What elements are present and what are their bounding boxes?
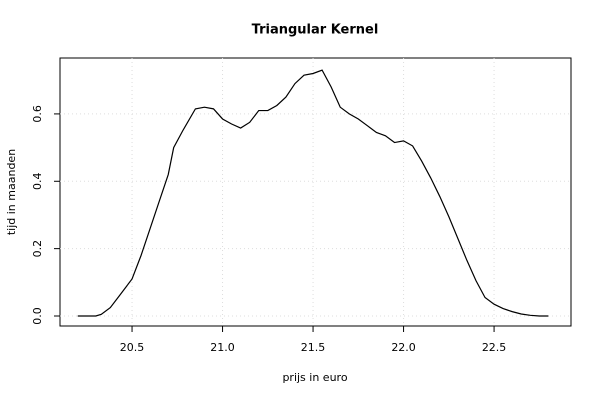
x-tick-label: 22.5 xyxy=(482,341,507,354)
y-axis-label: tijd in maanden xyxy=(5,149,18,235)
x-tick-label: 20.5 xyxy=(120,341,145,354)
density-line xyxy=(77,69,549,317)
y-tick-label: 0.0 xyxy=(31,307,44,325)
chart-title: Triangular Kernel xyxy=(252,23,379,38)
plot-box xyxy=(59,57,572,327)
y-tick-label: 0.4 xyxy=(31,173,44,191)
y-tick-label: 0.2 xyxy=(31,240,44,257)
x-tick-label: 21.0 xyxy=(210,341,235,354)
x-axis-label: prijs in euro xyxy=(282,371,347,384)
x-tick-label: 22.0 xyxy=(391,341,416,354)
y-tick-label: 0.6 xyxy=(31,105,44,123)
x-tick-label: 21.5 xyxy=(301,341,326,354)
